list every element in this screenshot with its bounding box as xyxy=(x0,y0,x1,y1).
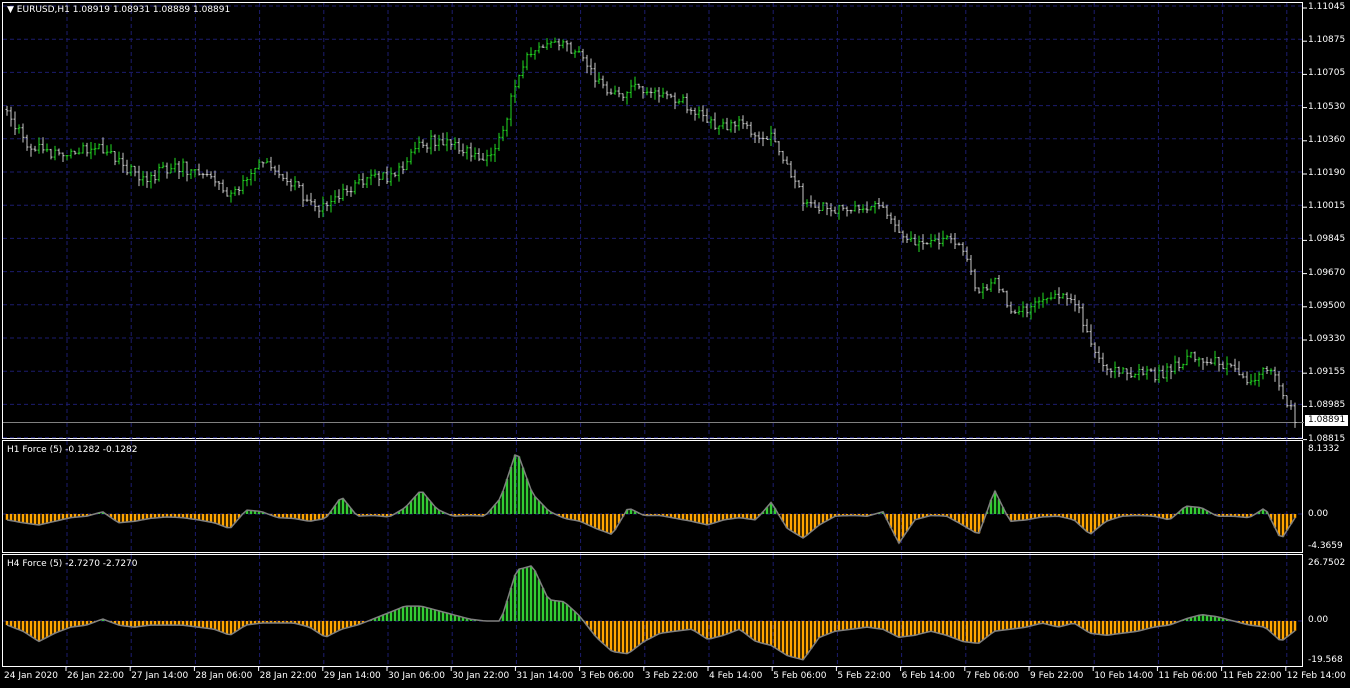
price-axis-label: 1.09500 xyxy=(1308,300,1346,311)
force-signal-line xyxy=(6,565,1296,661)
price-axis-label: 1.10360 xyxy=(1308,134,1346,145)
price-axis-label: 1.08985 xyxy=(1308,400,1346,411)
price-chart xyxy=(3,3,1304,440)
ind1-axis-zero: 0.00 xyxy=(1308,509,1329,519)
time-axis-label: 28 Jan 22:00 xyxy=(259,671,317,681)
current-price-marker: 1.08891 xyxy=(1305,415,1349,426)
time-axis-label: 11 Feb 22:00 xyxy=(1222,671,1282,681)
time-axis-label: 4 Feb 14:00 xyxy=(709,671,763,681)
time-axis-label: 29 Jan 14:00 xyxy=(323,671,381,681)
time-axis-label: 26 Jan 22:00 xyxy=(67,671,124,681)
time-axis-label: 12 Feb 14:00 xyxy=(1286,671,1346,681)
h4-force-histogram xyxy=(3,555,1304,668)
price-axis-label: 1.10190 xyxy=(1308,168,1346,178)
time-axis-label: 5 Feb 22:00 xyxy=(837,671,891,681)
price-axis-label: 1.09845 xyxy=(1308,234,1346,245)
price-axis-label: 1.10875 xyxy=(1308,35,1346,46)
time-axis-label: 28 Jan 06:00 xyxy=(195,671,253,681)
indicator-panel-h1-force[interactable]: H1 Force (5) -0.1282 -0.1282 xyxy=(2,440,1304,554)
price-axis-label: 1.09330 xyxy=(1308,334,1346,344)
time-axis-label: 24 Jan 2020 xyxy=(4,671,58,681)
ind1-axis-max: 8.1332 xyxy=(1308,444,1340,454)
time-axis-label: 30 Jan 22:00 xyxy=(452,671,510,681)
ind2-axis-zero: 0.00 xyxy=(1308,615,1329,625)
price-axis-label: 1.08815 xyxy=(1308,433,1346,444)
time-axis-label: 9 Feb 22:00 xyxy=(1030,671,1084,681)
indicator-panel-h4-force[interactable]: H4 Force (5) -2.7270 -2.7270 xyxy=(2,554,1304,668)
time-axis-label: 30 Jan 06:00 xyxy=(388,671,445,681)
ind2-axis-min: -19.568 xyxy=(1308,655,1343,665)
price-axis-label: 1.10530 xyxy=(1308,101,1346,112)
collapse-triangle-icon[interactable]: ▼ xyxy=(7,5,14,15)
time-axis-label: 31 Jan 14:00 xyxy=(516,671,574,681)
ind2-axis-max: 26.7502 xyxy=(1308,558,1346,568)
symbol-header: ▼ EURUSD,H1 1.08919 1.08931 1.08889 1.08… xyxy=(7,5,230,15)
price-axis-label: 1.11045 xyxy=(1308,2,1346,12)
time-axis-label: 5 Feb 06:00 xyxy=(773,671,827,681)
time-axis-label: 3 Feb 22:00 xyxy=(644,671,699,681)
time-axis-label: 6 Feb 14:00 xyxy=(901,671,955,681)
price-axis-label: 1.10705 xyxy=(1308,68,1346,79)
price-axis-label: 1.10015 xyxy=(1308,201,1346,212)
main-chart-panel[interactable]: ▼ EURUSD,H1 1.08919 1.08931 1.08889 1.08… xyxy=(2,2,1304,440)
time-axis-label: 27 Jan 14:00 xyxy=(131,671,189,681)
time-axis-label: 7 Feb 06:00 xyxy=(965,671,1020,681)
price-axis-label: 1.09155 xyxy=(1308,367,1346,378)
h1-force-label: H1 Force (5) -0.1282 -0.1282 xyxy=(7,445,138,455)
time-axis-label: 3 Feb 06:00 xyxy=(580,671,634,681)
h4-force-label: H4 Force (5) -2.7270 -2.7270 xyxy=(7,559,138,569)
time-axis-label: 10 Feb 14:00 xyxy=(1094,671,1154,681)
ind1-axis-min: -4.3659 xyxy=(1308,541,1343,551)
time-axis-label: 11 Feb 06:00 xyxy=(1158,671,1218,681)
h1-force-histogram xyxy=(3,441,1304,554)
symbol-ohlc-text: EURUSD,H1 1.08919 1.08931 1.08889 1.0889… xyxy=(16,5,231,15)
force-signal-line xyxy=(6,454,1296,545)
price-axis-label: 1.09670 xyxy=(1308,267,1346,278)
